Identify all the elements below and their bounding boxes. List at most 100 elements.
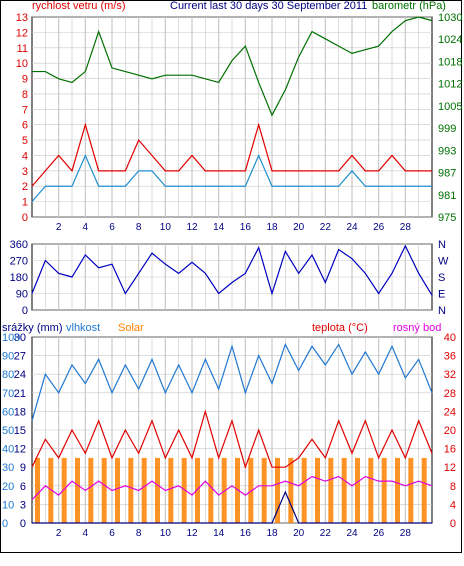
solar-bar [168,457,174,523]
solar-bar [301,457,307,523]
rain-tick-label: 18 [14,406,26,418]
humidity-tick-label: 50 [2,425,14,437]
temperature-tick-label: 0 [450,518,456,530]
gust-series-line [31,153,432,203]
solar-label: Solar [118,322,144,334]
temp-series-line [31,409,433,470]
wind-tick-label: 1 [22,197,28,209]
temperature-tick-label: 36 [444,351,456,363]
direction-tick-label: 90 [16,289,28,301]
rain-tick-label: 27 [14,351,26,363]
pressure-tick-label: 987 [438,168,456,180]
temperature-tick-label: 24 [444,406,456,418]
compass-tick-label: N [438,239,446,251]
solar-bar [355,457,360,523]
wind-tick-label: 2 [22,181,28,193]
compass-tick-label: N [438,305,446,317]
x-tick-label: 26 [373,528,385,539]
dew-series-line [31,475,433,501]
rain-tick-label: 24 [14,369,26,381]
rain-tick-label: 30 [14,332,26,344]
solar-bar [75,457,80,523]
temperature-tick-label: 28 [444,388,456,400]
compass-tick-label: S [438,272,445,284]
x-tick-label: 24 [346,528,358,539]
humidity-tick-label: 90 [2,351,14,363]
wind-tick-label: 8 [22,89,28,101]
rain-axis-label: srážky (mm) [2,322,63,334]
solar-bar [328,457,334,523]
direction-tick-label: 180 [10,272,28,284]
solar-bar [395,457,400,523]
pressure-tick-label: 1012 [438,79,462,91]
solar-bar [421,457,427,523]
rain-tick-label: 21 [14,388,26,400]
temperature-tick-label: 32 [444,369,456,381]
x-tick-label: 4 [83,528,89,539]
humidity-tick-label: 70 [2,388,14,400]
wind-tick-label: 4 [22,150,28,162]
humidity-tick-label: 80 [2,369,14,381]
chart-title: Current last 30 days 30 September 2011 [170,0,367,12]
wind-series-line [31,122,432,187]
x-tick-label: 12 [186,528,198,539]
compass-tick-label: W [438,256,449,268]
solar-bar [61,457,67,523]
solar-bar [261,457,267,523]
x-tick-label: 6 [109,222,115,233]
pressure-tick-label: 1018 [438,56,462,68]
x-tick-label: 22 [320,222,332,233]
chart-frame [0,0,462,553]
x-tick-label: 6 [109,528,115,539]
x-tick-label: 14 [213,528,225,539]
wind-tick-label: 11 [17,43,28,55]
temperature-tick-label: 40 [444,332,456,344]
temperature-axis-label: teplota (°C) [312,322,368,334]
rain-series-line [32,490,432,524]
compass-tick-label: E [438,289,445,301]
baro-series-line [32,16,433,117]
x-tick-label: 16 [240,222,252,233]
wind-tick-label: 5 [22,135,28,147]
x-tick-label: 28 [400,222,412,233]
temperature-tick-label: 4 [450,499,456,511]
rain-tick-label: 0 [20,518,26,530]
temperature-tick-label: 20 [444,425,456,437]
x-tick-label: 14 [213,222,225,233]
rain-tick-label: 9 [20,462,26,474]
solar-bar [341,457,347,523]
solar-bar [368,457,374,523]
solar-bar [181,457,187,523]
pressure-tick-label: 999 [438,123,456,135]
solar-bar [235,457,240,523]
humidity-series-line [31,342,433,421]
x-tick-label: 8 [136,528,142,539]
chart-marks: 0123456789101112139759819879939991005101… [2,12,462,539]
solar-bar [48,457,54,523]
solar-bar [35,457,40,523]
wind-tick-label: 7 [22,104,28,116]
x-tick-label: 10 [160,528,172,539]
wind-axis-label: rychlost vetru (m/s) [32,0,126,12]
wind-tick-label: 10 [16,58,28,70]
solar-bar [141,457,147,523]
solar-bar [128,457,134,523]
pressure-tick-label: 981 [438,190,456,202]
solar-bar [275,457,280,523]
direction-tick-label: 270 [10,256,28,268]
pressure-tick-label: 975 [438,212,456,224]
wind-tick-label: 3 [22,166,28,178]
humidity-tick-label: 100 [2,332,20,344]
rain-tick-label: 15 [14,425,26,437]
humidity-tick-label: 10 [2,499,14,511]
solar-bar [195,457,200,523]
solar-bar [288,457,294,523]
solar-bar [248,457,254,523]
x-tick-label: 24 [346,222,358,233]
humidity-tick-label: 0 [2,518,8,530]
wind-tick-label: 13 [16,12,28,24]
x-tick-label: 2 [56,528,62,539]
pressure-tick-label: 1005 [438,101,462,113]
solar-bar [208,457,214,523]
